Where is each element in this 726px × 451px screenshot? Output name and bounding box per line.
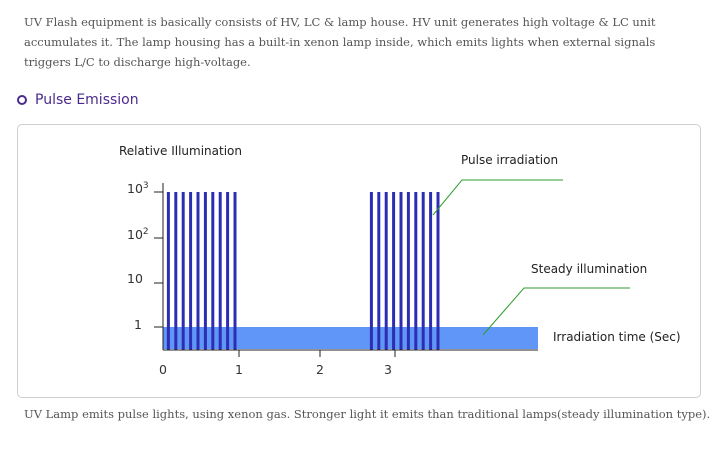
y-tick-label-1000: 103 bbox=[127, 181, 149, 196]
circle-bullet-icon bbox=[17, 95, 27, 105]
pulse-bar bbox=[189, 192, 193, 350]
section-title: Pulse Emission bbox=[35, 92, 139, 108]
y-tick-label-100: 102 bbox=[127, 227, 149, 242]
y-tick-label-10: 10 bbox=[127, 271, 143, 286]
intro-paragraph: UV Flash equipment is basically consists… bbox=[24, 15, 656, 69]
y-ticks bbox=[154, 191, 163, 328]
x-ticks bbox=[238, 350, 396, 357]
pulse-bar bbox=[181, 192, 185, 350]
pulse-bar bbox=[421, 192, 425, 350]
pulse-bar bbox=[211, 192, 215, 350]
caption-text: UV Lamp emits pulse lights, using xenon … bbox=[24, 407, 711, 421]
section-heading: Pulse Emission bbox=[17, 92, 139, 108]
x-tick-label-3: 3 bbox=[384, 362, 392, 377]
pulse-bars bbox=[166, 192, 440, 350]
steady-leader-line bbox=[482, 287, 630, 336]
y-tick-label-1: 1 bbox=[134, 317, 142, 332]
pulse-bar bbox=[369, 192, 373, 350]
y-axis-label: Relative Illumination bbox=[119, 144, 242, 158]
pulse-bar bbox=[377, 192, 381, 350]
pulse-bar bbox=[414, 192, 418, 350]
x-tick-label-0: 0 bbox=[159, 362, 167, 377]
steady-illumination-label: Steady illumination bbox=[531, 262, 647, 276]
pulse-irradiation-label: Pulse irradiation bbox=[461, 153, 558, 167]
x-tick-label-2: 2 bbox=[316, 362, 324, 377]
pulse-bar bbox=[218, 192, 222, 350]
irradiation-time-label: Irradiation time (Sec) bbox=[553, 330, 681, 344]
pulse-bar bbox=[166, 192, 170, 350]
pulse-diagram-svg: 103 102 10 1 0 1 2 3 Relative Illuminati… bbox=[119, 144, 681, 377]
pulse-bar bbox=[174, 192, 178, 350]
pulse-bar bbox=[392, 192, 396, 350]
pulse-bar bbox=[406, 192, 410, 350]
pulse-bar bbox=[226, 192, 230, 350]
pulse-bar bbox=[203, 192, 207, 350]
pulse-bar bbox=[384, 192, 388, 350]
pulse-bar bbox=[436, 192, 440, 350]
x-tick-label-1: 1 bbox=[235, 362, 243, 377]
pulse-bar bbox=[233, 192, 237, 350]
pulse-bar bbox=[429, 192, 433, 350]
pulse-emission-figure: 103 102 10 1 0 1 2 3 Relative Illuminati… bbox=[17, 124, 701, 398]
pulse-leader-line bbox=[432, 179, 563, 216]
pulse-bar bbox=[399, 192, 403, 350]
pulse-bar bbox=[196, 192, 200, 350]
steady-illumination-band bbox=[163, 327, 538, 349]
